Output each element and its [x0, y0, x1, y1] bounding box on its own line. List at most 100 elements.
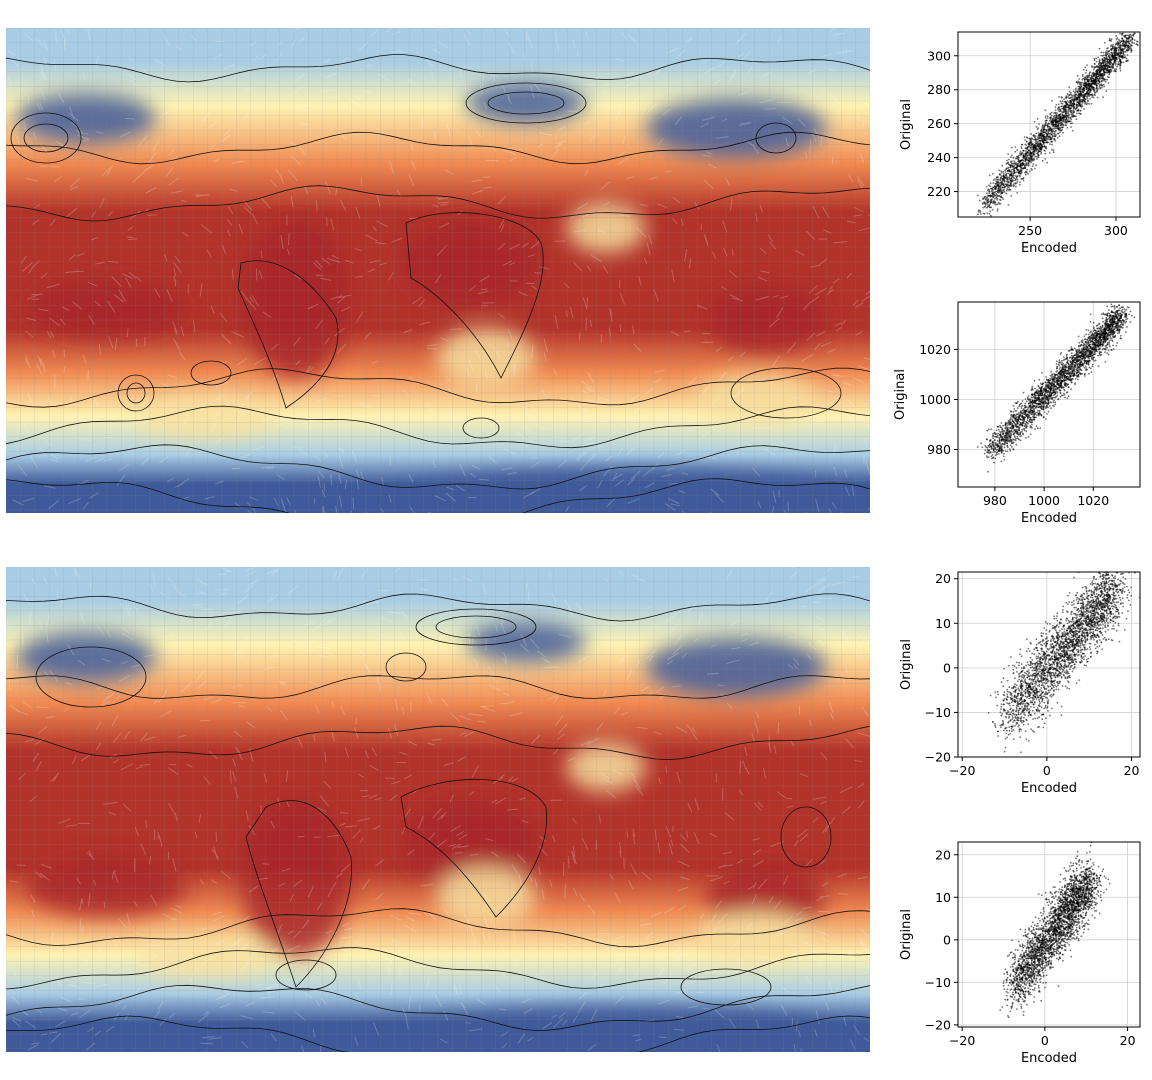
data-point — [1065, 385, 1067, 388]
data-point — [1056, 391, 1059, 394]
data-point — [992, 194, 995, 196]
data-point — [1070, 378, 1072, 381]
data-point — [1048, 127, 1051, 129]
data-point — [1110, 40, 1112, 42]
data-point — [1078, 78, 1081, 80]
data-point — [1086, 97, 1089, 100]
data-point — [1085, 101, 1087, 104]
data-point — [1077, 80, 1080, 83]
data-point — [1008, 176, 1010, 179]
data-point — [1007, 153, 1010, 156]
data-point — [996, 198, 998, 201]
data-point — [1118, 331, 1121, 334]
data-point — [1087, 76, 1089, 79]
data-point — [1004, 169, 1006, 172]
data-point — [1083, 366, 1086, 369]
data-point — [1015, 177, 1018, 179]
data-point — [1038, 402, 1041, 405]
data-point — [1057, 110, 1060, 112]
data-point — [1044, 158, 1046, 160]
data-point — [1073, 91, 1076, 94]
data-point — [1033, 149, 1036, 152]
data-point — [992, 196, 995, 198]
data-point — [1091, 66, 1094, 69]
data-point — [1089, 353, 1092, 355]
data-point — [1086, 80, 1089, 83]
data-point — [1008, 168, 1011, 171]
data-point — [1024, 398, 1027, 400]
data-point — [1016, 437, 1018, 440]
data-point — [1071, 366, 1074, 369]
data-point — [994, 450, 996, 453]
data-point — [1074, 377, 1077, 380]
data-point — [1090, 371, 1093, 373]
data-point — [988, 190, 991, 193]
data-point — [1068, 350, 1071, 352]
data-point — [1031, 423, 1033, 426]
data-point — [1086, 368, 1088, 371]
data-point — [1115, 344, 1118, 347]
data-point — [1048, 136, 1050, 138]
data-point — [995, 449, 998, 451]
data-point — [995, 178, 998, 181]
data-point — [1075, 115, 1077, 118]
data-point — [1069, 377, 1072, 379]
data-point — [1047, 385, 1049, 388]
data-point — [1066, 127, 1069, 129]
data-point — [1050, 140, 1053, 143]
data-point — [1084, 348, 1087, 350]
data-point — [1001, 164, 1004, 167]
data-point — [998, 191, 1000, 194]
data-point — [1016, 149, 1019, 152]
data-point — [1078, 90, 1081, 93]
data-point — [1103, 85, 1105, 88]
data-point — [1121, 38, 1124, 40]
data-point — [1096, 77, 1099, 80]
data-point — [1034, 135, 1037, 137]
data-point — [1006, 446, 1009, 449]
data-point — [1104, 319, 1107, 322]
data-point — [1020, 435, 1022, 437]
data-point — [1126, 34, 1128, 37]
data-point — [1035, 148, 1038, 150]
data-point — [1075, 87, 1077, 90]
data-point — [1126, 326, 1128, 328]
data-point — [1087, 333, 1090, 336]
data-point — [1001, 443, 1004, 445]
data-point — [1057, 114, 1060, 117]
data-point — [1077, 96, 1080, 99]
data-point — [1114, 334, 1117, 337]
data-point — [990, 447, 993, 450]
data-point — [1090, 81, 1093, 83]
data-point — [989, 182, 992, 185]
data-point — [1090, 348, 1093, 351]
data-point — [1119, 67, 1121, 70]
data-point — [1114, 326, 1117, 328]
data-point — [1044, 391, 1047, 394]
data-point — [1005, 426, 1008, 428]
data-point — [1082, 90, 1085, 93]
data-point — [1109, 63, 1112, 66]
data-point — [1004, 171, 1007, 173]
data-point — [1085, 367, 1088, 369]
data-point — [1104, 351, 1106, 353]
data-point — [1058, 108, 1061, 110]
data-point — [992, 434, 995, 437]
data-point — [1060, 121, 1062, 124]
data-point — [996, 176, 998, 179]
data-point — [1019, 173, 1022, 175]
data-point — [1115, 326, 1118, 329]
data-point — [1075, 350, 1078, 353]
data-point — [1036, 427, 1039, 430]
data-point — [1126, 54, 1129, 56]
data-point — [1046, 117, 1049, 120]
data-point — [1012, 411, 1015, 413]
data-point — [1069, 361, 1072, 363]
data-point — [1067, 109, 1070, 111]
data-point — [1037, 149, 1039, 152]
data-point — [1110, 349, 1112, 351]
data-point — [1077, 363, 1080, 365]
data-point — [1081, 344, 1083, 346]
data-point — [998, 198, 1001, 201]
data-point — [1094, 359, 1097, 362]
